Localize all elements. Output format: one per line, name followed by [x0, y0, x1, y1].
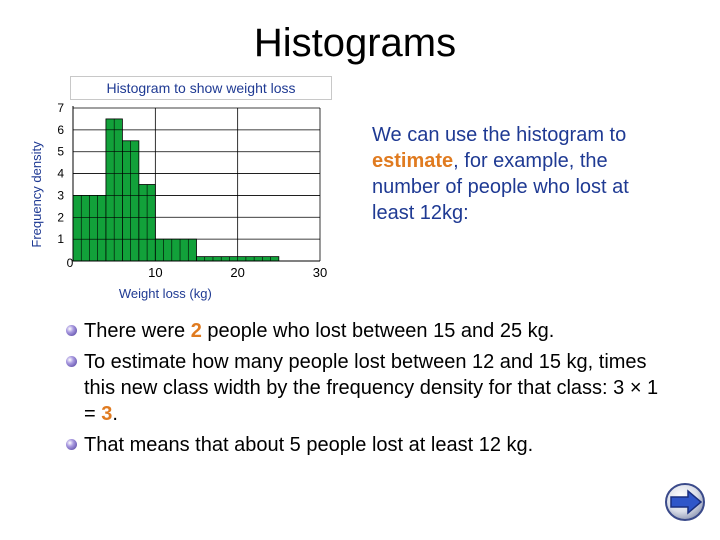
y-tick-label: 7 — [57, 101, 64, 115]
slide-title: Histograms — [253, 21, 457, 65]
bullet-accent: 3 — [101, 403, 113, 425]
bullet-accent: 2 — [190, 320, 202, 342]
histogram-bar — [154, 238, 197, 262]
bullet-icon — [66, 439, 77, 450]
next-slide-button[interactable] — [664, 482, 710, 522]
x-tick-label: 10 — [148, 265, 162, 280]
histogram-chart: 1 2 3 4 5 6 7 0 10 20 30 Weight loss (kg) Frequency … — [29, 101, 327, 301]
y-axis-label: Frequency density — [29, 141, 44, 248]
x-tick-label: 30 — [313, 265, 327, 280]
side-text-accent: estimate — [372, 150, 454, 172]
y-tick-label: 3 — [57, 188, 64, 202]
y-tick-label: 5 — [57, 145, 64, 159]
chart-caption: Histogram to show weight loss — [70, 76, 332, 100]
bullet-text: To estimate how many people lost between… — [84, 351, 659, 425]
side-text-part-1: We can use the histogram to — [372, 124, 627, 146]
bullet-list: There were 2 people who lost between 15 … — [62, 318, 662, 463]
y-tick-label: 1 — [57, 232, 64, 246]
bullet-text: That means that about 5 people lost at l… — [84, 434, 534, 456]
side-text: We can use the histogram to estimate, fo… — [372, 122, 662, 226]
x-axis-label: Weight loss (kg) — [119, 286, 212, 301]
bullet-icon — [66, 325, 77, 336]
bullet-item: That means that about 5 people lost at l… — [62, 432, 662, 458]
bullet-item: There were 2 people who lost between 15 … — [62, 318, 662, 344]
bullet-text-end: . — [112, 403, 118, 425]
origin-label: 0 — [67, 256, 74, 270]
bullet-text-end: people who lost between 15 and 25 kg. — [201, 320, 555, 342]
y-tick-label: 4 — [57, 167, 64, 181]
bullet-icon — [66, 356, 77, 367]
side-text-part-2: , for example, the number of people who … — [372, 150, 629, 224]
right-arrow-icon — [665, 483, 705, 521]
bullet-text: There were — [84, 320, 191, 342]
y-tick-label: 2 — [57, 210, 64, 224]
x-tick-label: 20 — [230, 265, 244, 280]
y-tick-label: 6 — [57, 123, 64, 137]
bullet-item: To estimate how many people lost between… — [62, 349, 662, 427]
